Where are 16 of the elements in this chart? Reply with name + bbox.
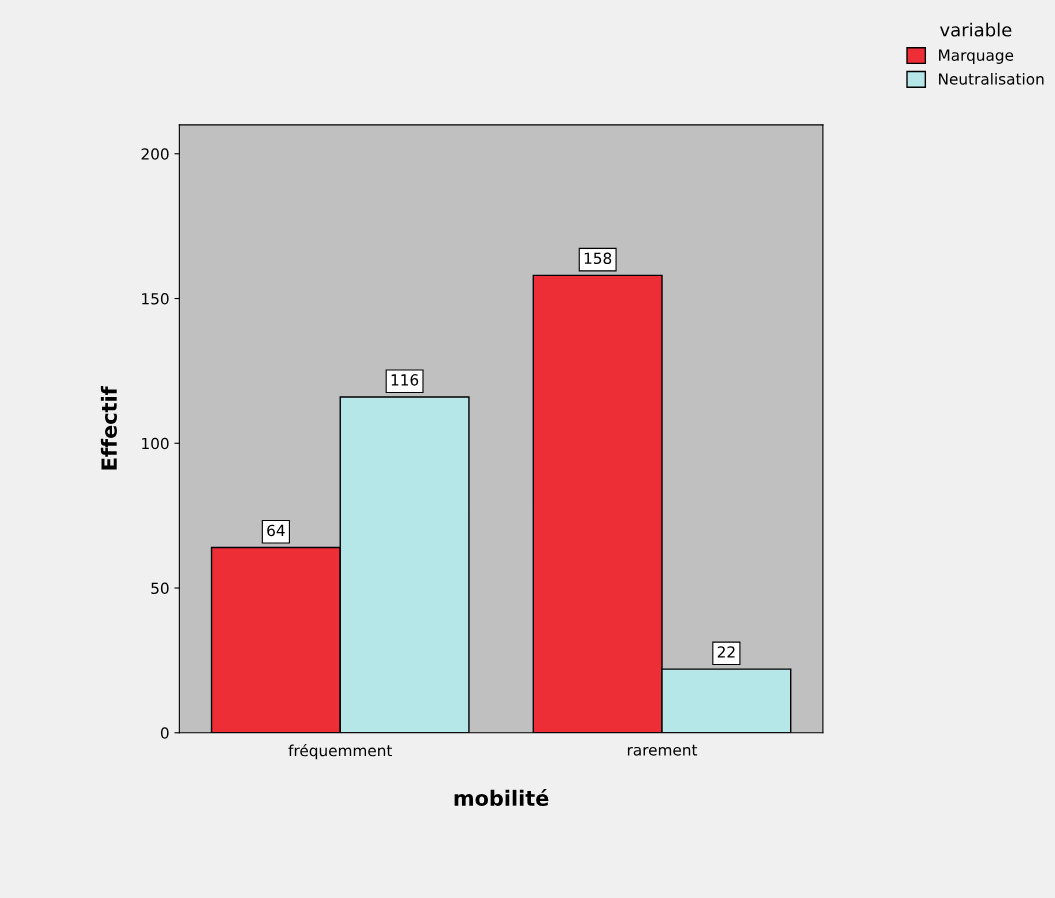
x-tick-label: rarement — [627, 744, 698, 756]
data-label: 64 — [267, 524, 285, 537]
y-tick-label: 0 — [160, 727, 169, 739]
y-tick-label: 100 — [142, 437, 169, 450]
y-axis-title: Effectif — [100, 386, 117, 470]
y-tick-label: 50 — [151, 582, 169, 595]
x-axis-title: mobilité — [454, 789, 549, 806]
data-label: 22 — [717, 646, 735, 658]
y-tick-label: 150 — [142, 292, 169, 305]
x-tick-label: fréquemment — [288, 743, 393, 760]
data-label: 116 — [391, 374, 419, 386]
legend-label: Marquage — [939, 49, 1014, 64]
legend-title: variable — [940, 22, 1012, 37]
y-tick-label: 200 — [141, 148, 169, 160]
data-label: 158 — [584, 252, 612, 265]
legend-label: Neutralisation — [939, 72, 1044, 85]
